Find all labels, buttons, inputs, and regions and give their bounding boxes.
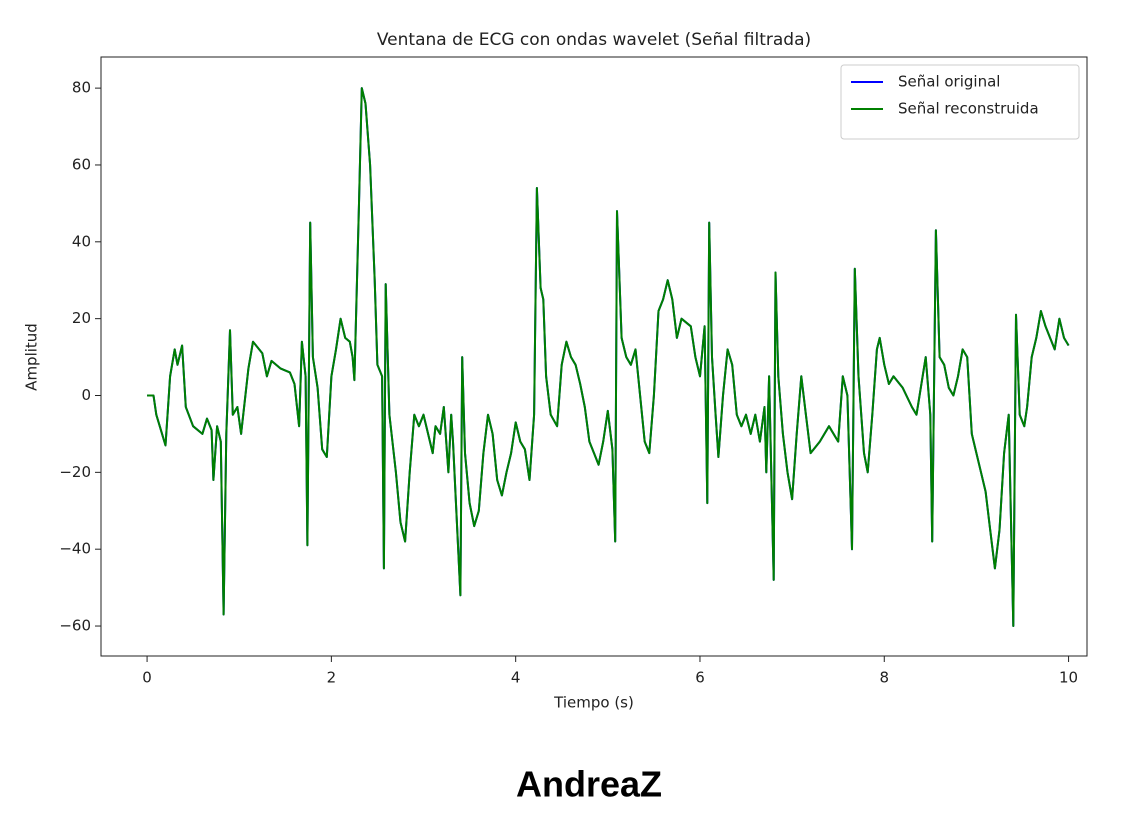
y-tick-label: 80 xyxy=(72,79,91,97)
y-tick-label: −60 xyxy=(59,617,91,635)
y-tick-label: −40 xyxy=(59,540,91,558)
x-tick-label: 10 xyxy=(1059,669,1078,687)
y-tick-label: 20 xyxy=(72,309,91,327)
y-tick-label: 0 xyxy=(81,386,91,404)
x-axis-label: Tiempo (s) xyxy=(553,694,634,712)
x-tick-label: 2 xyxy=(327,669,337,687)
x-tick-label: 6 xyxy=(695,669,705,687)
chart-title: Ventana de ECG con ondas wavelet (Señal … xyxy=(377,30,811,50)
y-tick-label: −20 xyxy=(59,463,91,481)
x-tick-label: 4 xyxy=(511,669,521,687)
legend-label: Señal original xyxy=(898,73,1000,91)
x-tick-label: 0 xyxy=(142,669,152,687)
y-tick-label: 60 xyxy=(72,155,91,173)
plot-frame xyxy=(100,56,1088,657)
series-line xyxy=(147,87,1070,627)
caption: AndreaZ xyxy=(516,764,662,805)
legend-label: Señal reconstruida xyxy=(898,100,1039,118)
y-tick-label: 40 xyxy=(72,232,91,250)
y-axis-label: Amplitud xyxy=(23,323,41,391)
x-tick-label: 8 xyxy=(879,669,889,687)
legend-box xyxy=(840,64,1080,140)
